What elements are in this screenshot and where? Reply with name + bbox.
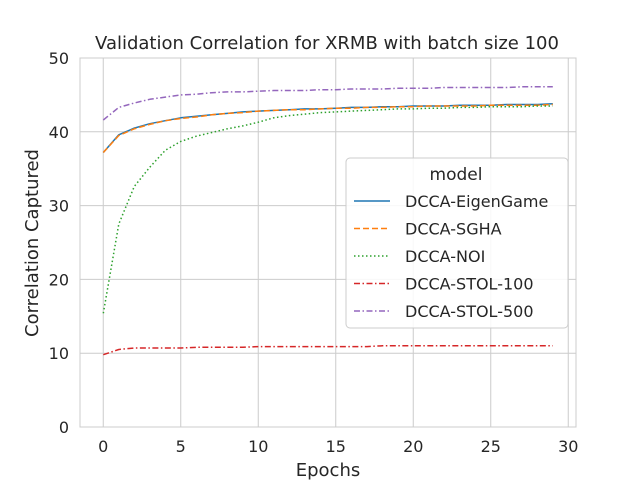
legend-title: model — [430, 165, 483, 185]
x-axis-title: Epochs — [296, 460, 361, 480]
series-line-dcca-stol-500 — [102, 86, 553, 121]
chart-title: Validation Correlation for XRMB with bat… — [95, 33, 559, 54]
legend-label: DCCA-NOI — [405, 247, 485, 266]
y-tick-label: 40 — [49, 123, 69, 142]
x-tick-label: 0 — [98, 437, 108, 456]
legend-items: DCCA-EigenGame DCCA-SGHA DCCA-NOI DCCA-STOL… — [354, 192, 548, 321]
legend-label: DCCA-STOL-100 — [405, 275, 534, 294]
y-tick-label: 0 — [59, 418, 69, 437]
x-tick-label: 30 — [558, 437, 578, 456]
series-line-dcca-sgha — [102, 103, 553, 154]
x-tick-label: 5 — [176, 437, 186, 456]
y-tick-label: 10 — [49, 344, 69, 363]
legend-label: DCCA-EigenGame — [405, 192, 548, 211]
y-axis-title: Correlation Captured — [22, 149, 43, 337]
x-tick-label: 10 — [248, 437, 268, 456]
plot-frame — [79, 57, 577, 428]
legend-label: DCCA-SGHA — [405, 220, 502, 239]
legend-frame — [345, 157, 569, 329]
x-tick-label: 25 — [481, 437, 501, 456]
y-tick-label: 30 — [49, 197, 69, 216]
y-tick-label: 20 — [49, 270, 69, 289]
legend-label: DCCA-STOL-500 — [405, 302, 534, 321]
series-line-dcca-noi — [102, 105, 553, 314]
x-tick-label: 20 — [403, 437, 423, 456]
legend: model DCCA-EigenGameDCCA-SGHADCCA-NOIDCC… — [345, 157, 569, 329]
y-tick-label: 50 — [49, 49, 69, 68]
series-line-dcca-stol-100 — [103, 345, 553, 356]
x-tick-label: 15 — [326, 437, 346, 456]
tick-labels: 0 5 10 15 20 25 30 0 10 20 30 40 50 — [49, 49, 579, 456]
series-lines — [102, 86, 553, 356]
series-line-dcca-eigengame — [102, 103, 553, 153]
